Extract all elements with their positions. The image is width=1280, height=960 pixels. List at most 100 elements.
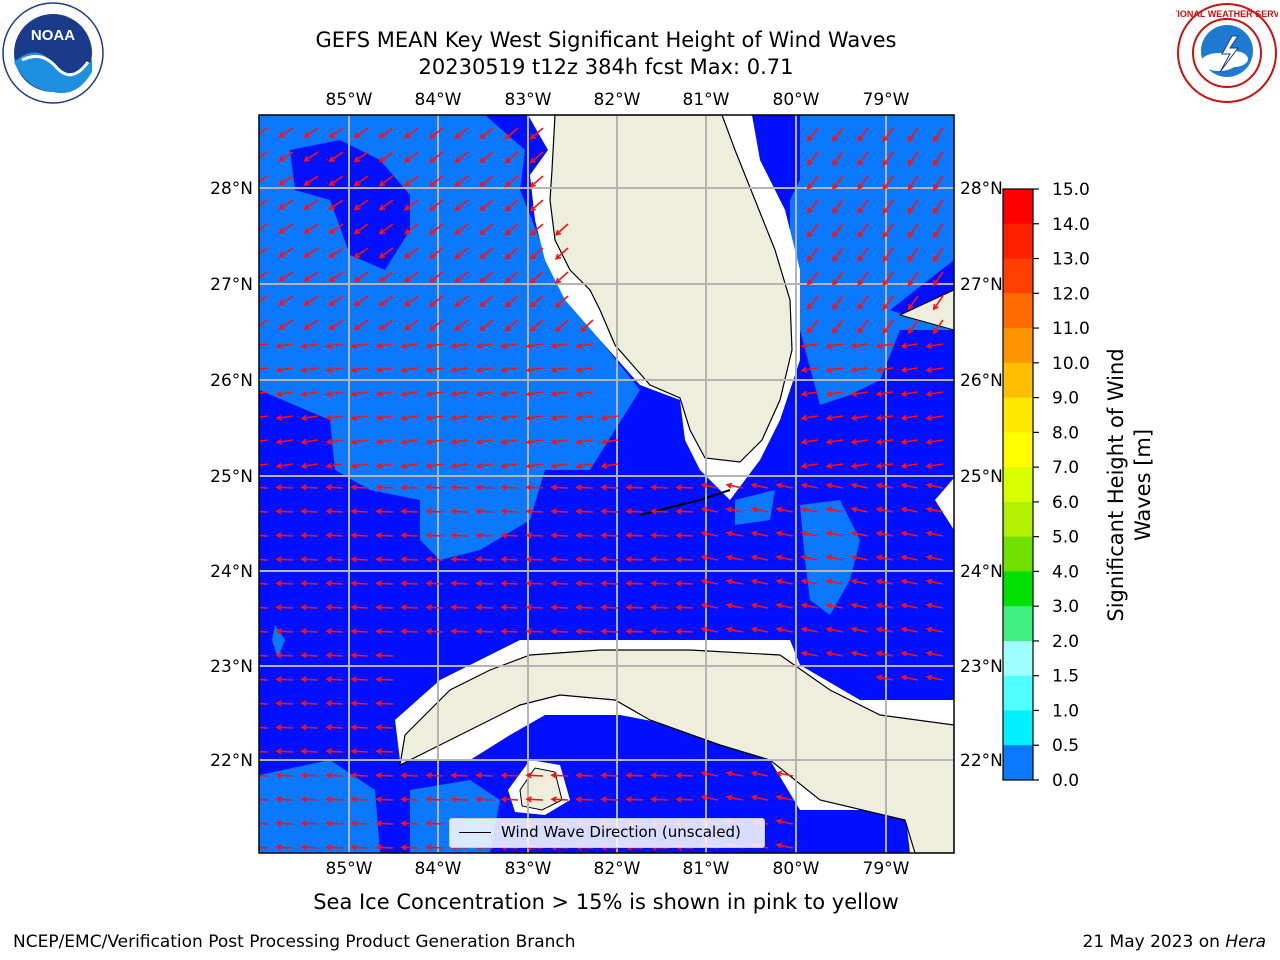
arrow-head [375,748,382,755]
arrow-head [303,156,310,162]
arrow-shaft [376,678,394,681]
arrow-shaft [352,415,369,420]
arrow-head [529,229,537,236]
arrow-shaft [279,295,294,306]
colorbar-tick-label: 9.0 [1052,389,1079,409]
arrow-head [504,277,511,284]
arrow-shaft [551,630,569,633]
arrow-head [775,482,783,489]
arrow-shaft [279,199,294,210]
arrow-head [252,605,257,610]
arrow-head [475,556,482,563]
arrow-shaft [376,510,394,513]
arrow-shaft [354,127,369,138]
arrow-shaft [301,630,319,633]
arrow-head [350,484,357,491]
arrow-shaft [476,606,494,609]
arrow-head [300,820,307,827]
arrow-head [350,628,357,635]
arrow-shaft [426,774,444,777]
arrow-head [378,276,386,283]
arrow-shaft [377,343,394,348]
arrow-shaft [429,127,444,139]
arrow-shaft [602,415,619,420]
arrow-head [504,157,511,164]
arrow-head [750,626,758,633]
arrow-head [832,231,838,238]
arrow-head [832,255,838,262]
arrow-head [325,366,333,373]
arrow-head [450,414,458,421]
arrow-head [325,414,333,421]
arrow-head [275,556,282,563]
arrow-shaft [902,463,919,468]
arrow-shaft [329,247,344,258]
arrow-head [450,796,457,803]
arrow-head [925,414,933,421]
arrow-shaft [426,582,444,585]
arrow-head [875,438,883,445]
arrow-head [932,232,939,239]
arrow-shaft [301,750,319,753]
florida-keys [639,489,731,516]
arrow-shaft [601,534,619,537]
colorbar-tick-label: 10.0 [1052,354,1090,374]
arrow-head [479,133,486,140]
arrow-head [454,277,461,284]
arrow-shaft [852,652,869,657]
arrow-shaft [852,508,869,513]
arrow-shaft [877,532,894,537]
arrow-shaft [927,439,944,444]
colorbar-segment [1003,501,1033,538]
arrow-head [275,414,283,421]
arrow-shaft [379,175,394,187]
arrow-shaft [530,295,544,308]
arrow-head [832,303,838,310]
colorbar-tick-label: 12.0 [1052,284,1090,304]
arrow-head [900,578,908,585]
arrow-head [925,674,933,681]
arrow-shaft [455,295,469,307]
arrow-head [375,532,382,539]
arrow-shaft [477,367,494,372]
arrow-head [600,414,608,421]
arrow-shaft [351,726,369,729]
arrow-head [479,253,486,260]
arrow-shaft [451,798,469,801]
arrow-head [479,157,486,164]
arrow-head [300,796,307,803]
arrow-shaft [626,510,644,513]
arrow-shaft [527,343,544,348]
arrow-head [504,325,511,332]
arrow-shaft [601,630,619,633]
arrow-head [328,204,335,210]
arrow-head [806,159,813,166]
arrow-shaft [376,486,394,489]
arrow-shaft [526,510,544,513]
arrow-head [550,580,557,587]
arrow-head [625,556,632,563]
arrow-head [278,251,285,258]
arrow-head [850,342,858,349]
arrow-head [350,772,357,779]
arrow-shaft [827,652,844,657]
arrow-head [300,556,307,563]
arrow-head [275,604,282,611]
arrow-shaft [476,630,494,633]
arrow-head [475,414,483,421]
arrow-shaft [802,343,819,348]
arrow-head [378,132,386,139]
arrow-shaft [902,532,919,537]
arrow-shaft [927,652,944,657]
arrow-head [800,506,808,513]
arrow-shaft [933,319,944,334]
arrow-shaft [427,463,444,468]
arrow-shaft [304,175,319,186]
arrow-head [600,556,607,563]
arrow-head [325,604,332,611]
noaa-logo: NOAA [2,2,104,104]
arrow-head [800,602,808,609]
arrow-head [806,183,813,190]
arrow-head [554,325,562,332]
arrow-head [725,578,733,585]
